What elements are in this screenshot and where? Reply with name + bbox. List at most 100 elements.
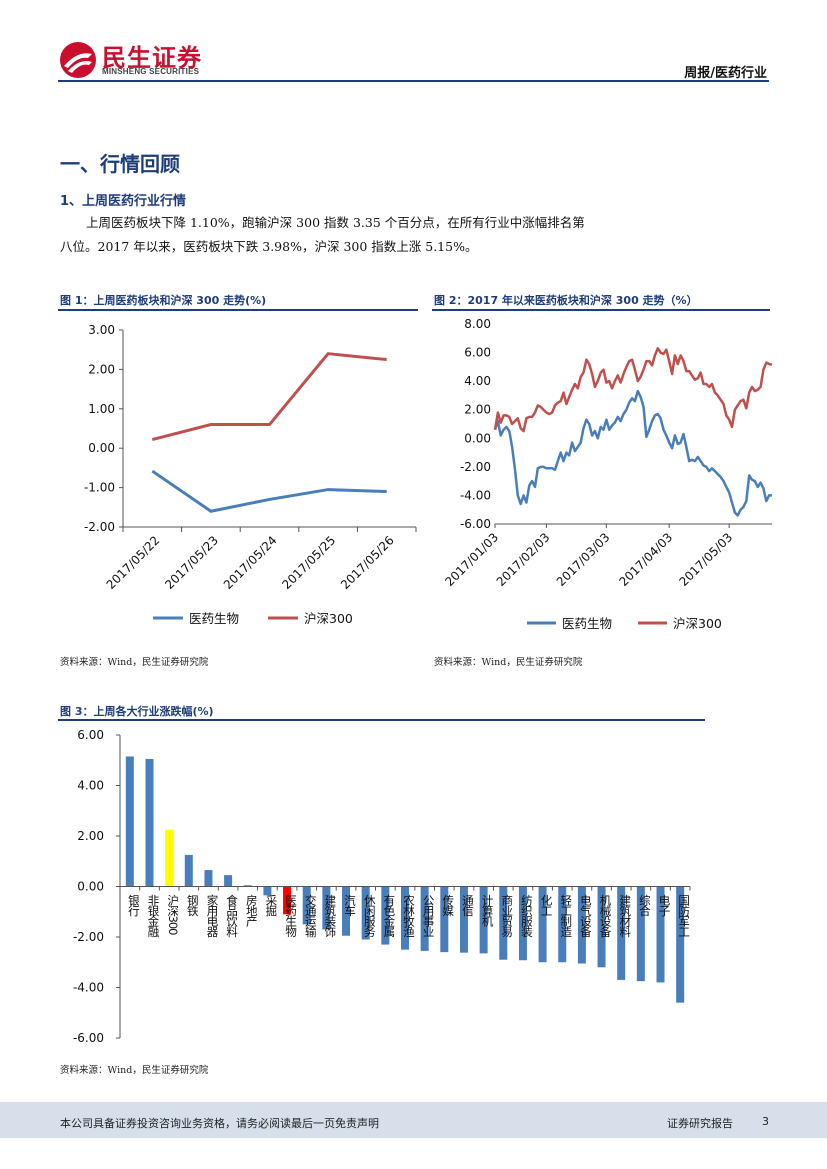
bar	[538, 886, 547, 963]
summary-line-2: 八位。2017 年以来，医药板块下跌 3.98%，沪深 300 指数上涨 5.1…	[60, 239, 478, 254]
category-label: 计算机	[481, 895, 495, 927]
y-tick-label: 6.00	[77, 728, 104, 742]
category-label: 通信	[461, 895, 475, 918]
footer-disclaimer: 本公司具备证券投资咨询业务资格，请务必阅读最后一页免责声明	[60, 1117, 379, 1130]
bar	[617, 886, 626, 980]
category-label: 建筑装饰	[323, 894, 337, 938]
section-subtitle: 1、上周医药行业行情	[60, 194, 187, 209]
footer-report-label: 证券研究报告	[667, 1117, 733, 1130]
category-label: 家用电器	[205, 894, 219, 939]
y-tick-label: 2.00	[464, 403, 491, 417]
logo-mark-icon	[60, 42, 96, 78]
category-label: 采掘	[264, 895, 278, 918]
category-label: 汽车	[343, 894, 357, 918]
series-line-pharma	[493, 389, 772, 517]
legend-label-hs300: 沪深300	[673, 616, 722, 631]
x-tick-label: 2017/02/03	[494, 530, 553, 589]
category-label: 有色金属	[382, 894, 396, 939]
y-tick-label: 3.00	[88, 323, 115, 337]
figure-3-chart: -6.00 -4.00 -2.00 0.00 2.00 4.00 6.00 银行 非银金融 沪深3…	[73, 728, 691, 1045]
category-label: 非银金融	[146, 895, 160, 939]
category-label: 纺织服装	[520, 894, 534, 939]
category-label: 建筑材料	[618, 894, 632, 939]
bar	[499, 886, 508, 960]
category-label: 医药生物	[284, 895, 298, 938]
category-label: 机械设备	[599, 894, 613, 939]
y-tick-label: 0.00	[77, 880, 104, 894]
logo-text-cn: 民生证券	[102, 44, 202, 72]
y-tick-label: 4.00	[77, 779, 104, 793]
x-tick-label: 2017/05/22	[104, 533, 163, 592]
bar	[125, 756, 134, 887]
category-label: 交通运输	[304, 894, 318, 939]
bar	[656, 886, 665, 983]
category-label: 食品饮料	[225, 894, 239, 939]
category-label: 电子	[658, 895, 672, 917]
bar	[459, 886, 468, 953]
figure-3-title: 图 3：上周各大行业涨跌幅(%)	[60, 705, 214, 718]
logo	[58, 40, 98, 80]
figure-1-divider	[58, 309, 418, 311]
bar	[479, 886, 488, 954]
bar	[440, 886, 449, 953]
bar	[204, 870, 213, 887]
y-tick-label: -2.00	[84, 520, 115, 534]
category-label: 商业贸易	[500, 894, 514, 939]
legend-label-hs300: 沪深300	[304, 611, 353, 626]
bar	[401, 886, 409, 950]
bar	[322, 886, 331, 930]
category-label: 沪深300	[166, 894, 180, 936]
y-tick-label: -2.00	[73, 930, 104, 944]
category-label: 国防军工	[677, 895, 691, 937]
header-divider	[58, 80, 769, 82]
bar	[361, 886, 370, 940]
y-tick-label: 6.00	[464, 346, 491, 360]
bar	[676, 886, 685, 1003]
y-tick-label: 0.00	[464, 431, 491, 445]
figure-2-title: 图 2：2017 年以来医药板块和沪深 300 走势（%）	[434, 294, 698, 307]
logo-text-en: MINSHENG SECURITIES	[102, 67, 200, 76]
bar	[558, 886, 567, 963]
y-tick-label: 0.00	[88, 441, 115, 455]
y-tick-label: 8.00	[464, 317, 491, 331]
y-tick-label: 1.00	[88, 402, 115, 416]
y-tick-label: -4.00	[73, 981, 104, 995]
category-label: 传媒	[441, 894, 455, 918]
category-label: 电气设备	[579, 895, 593, 939]
footer: 本公司具备证券投资咨询业务资格，请务必阅读最后一页免责声明 证券研究报告 3	[0, 1102, 827, 1138]
bar	[381, 886, 390, 945]
category-label: 公用事业	[422, 895, 436, 937]
footer-page-number: 3	[762, 1115, 769, 1128]
series-line-hs300	[151, 352, 387, 441]
y-tick-label: -6.00	[460, 517, 491, 531]
y-tick-label: 2.00	[77, 829, 104, 843]
category-label: 休闲服务	[363, 895, 377, 938]
series-line-hs300	[493, 347, 773, 433]
figure-2-source: 资料来源：Wind，民生证券研究院	[434, 657, 583, 668]
y-tick-label: 4.00	[464, 374, 491, 388]
bar	[263, 886, 272, 896]
figure-1-title: 图 1：上周医药板块和沪深 300 走势(%)	[60, 294, 267, 307]
bar	[636, 886, 645, 982]
x-tick-label: 2017/01/03	[442, 530, 501, 589]
figure-2-divider	[432, 309, 770, 311]
category-label: 房地产	[245, 895, 259, 928]
bar	[518, 886, 527, 961]
bar	[145, 758, 154, 887]
summary-line-1: 上周医药板块下降 1.10%，跑输沪深 300 指数 3.35 个百分点，在所有…	[86, 215, 585, 230]
y-tick-label: -6.00	[73, 1031, 104, 1045]
figure-3-source: 资料来源：Wind，民生证券研究院	[60, 1065, 209, 1076]
figure-1-source: 资料来源：Wind，民生证券研究院	[60, 657, 209, 668]
y-tick-label: 2.00	[88, 362, 115, 376]
bar	[302, 886, 311, 925]
figure-3-divider	[58, 719, 705, 721]
x-tick-label: 2017/03/03	[554, 530, 613, 589]
bar	[420, 886, 429, 951]
category-label: 化工	[540, 894, 554, 916]
bar	[224, 875, 233, 887]
category-label: 农林牧渔	[402, 894, 416, 939]
legend-label-pharma: 医药生物	[189, 611, 239, 626]
category-label: 综合	[638, 894, 652, 917]
bar	[243, 885, 252, 887]
